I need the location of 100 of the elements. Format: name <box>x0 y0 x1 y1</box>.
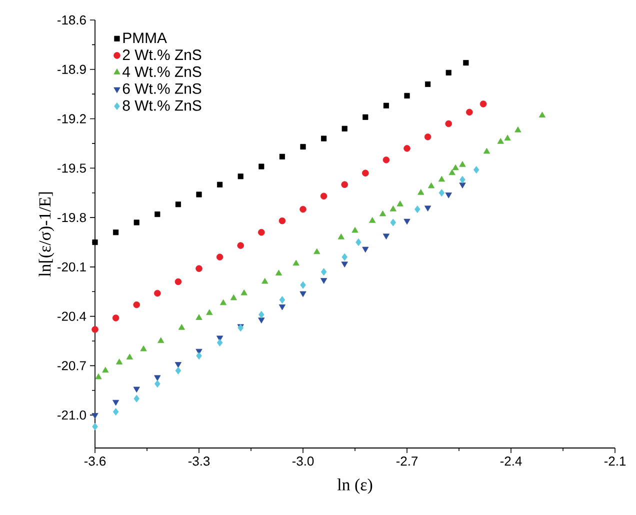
point <box>396 200 404 206</box>
point <box>92 326 98 333</box>
point <box>445 120 452 128</box>
legend-label: PMMA <box>123 32 167 44</box>
point <box>258 228 265 236</box>
y-tick-label: -18.6 <box>58 15 86 25</box>
point <box>112 408 119 416</box>
point <box>238 174 244 180</box>
y-axis-title: ln[(ε/σ)-1/E] <box>38 192 54 277</box>
point <box>390 218 396 226</box>
point <box>414 206 420 214</box>
point <box>514 126 522 132</box>
point <box>262 278 268 284</box>
legend-label: 6 Wt.% ZnS <box>122 83 202 94</box>
point <box>452 164 459 170</box>
point <box>497 138 504 144</box>
y-tick-label: -20.4 <box>58 312 86 321</box>
point <box>275 270 282 276</box>
point <box>382 156 390 164</box>
point <box>174 278 182 286</box>
point <box>237 242 244 249</box>
legend-label: 2 Wt.% ZnS <box>122 50 202 60</box>
point <box>448 169 456 176</box>
point <box>390 206 396 212</box>
point <box>362 114 368 120</box>
point <box>258 310 264 318</box>
point <box>383 102 389 108</box>
point <box>338 234 344 240</box>
point <box>438 176 445 182</box>
point <box>174 362 182 368</box>
point <box>258 164 264 170</box>
point <box>459 182 466 188</box>
y-tick-label: -21.0 <box>58 410 86 420</box>
x-tick-label: -2.7 <box>396 456 418 466</box>
point <box>404 145 410 152</box>
point <box>154 375 161 381</box>
point <box>300 281 306 289</box>
point <box>480 100 487 108</box>
point <box>538 112 546 118</box>
legend-label: 8 Wt.% ZnS <box>122 100 202 111</box>
point <box>483 148 490 154</box>
point <box>369 217 376 223</box>
point <box>362 170 369 176</box>
y-tick-label: -19.2 <box>58 114 86 124</box>
point <box>466 108 473 116</box>
point <box>473 166 480 174</box>
point <box>379 210 386 216</box>
point <box>206 309 213 316</box>
x-tick-label: -2.1 <box>604 456 626 466</box>
point <box>134 394 140 402</box>
legend-label: 4 Wt.% ZnS <box>122 66 202 77</box>
point <box>504 134 511 141</box>
y-tick-label: -19.5 <box>58 164 86 173</box>
point <box>102 366 109 373</box>
y-tick-label: -18.9 <box>58 64 86 74</box>
point <box>154 211 160 218</box>
point <box>175 366 182 374</box>
y-tick-label: -20.7 <box>58 361 86 370</box>
point <box>320 192 328 200</box>
point <box>341 262 348 268</box>
point <box>92 239 98 246</box>
point <box>158 337 164 343</box>
point <box>460 176 466 184</box>
point <box>216 254 224 260</box>
x-tick-label: -3.0 <box>292 456 314 466</box>
point <box>279 296 286 304</box>
point <box>112 400 120 406</box>
point <box>446 70 452 76</box>
point <box>438 189 445 197</box>
point <box>418 189 424 195</box>
point <box>300 206 306 213</box>
point <box>112 314 120 322</box>
point <box>140 345 147 352</box>
point <box>92 413 98 419</box>
point <box>196 265 202 272</box>
x-tick-label: -3.6 <box>84 456 106 466</box>
point <box>134 220 140 226</box>
point <box>196 314 202 320</box>
point <box>463 60 469 66</box>
x-tick-label: -3.3 <box>188 456 210 466</box>
point <box>278 304 286 310</box>
point <box>216 338 223 346</box>
point <box>445 192 452 198</box>
point <box>196 352 202 360</box>
point <box>92 422 98 430</box>
point <box>459 161 466 167</box>
point <box>321 136 327 142</box>
point <box>300 144 306 150</box>
point <box>362 246 369 253</box>
point <box>175 202 181 208</box>
point <box>240 289 248 296</box>
point <box>220 299 227 306</box>
y-tick-label: -20.1 <box>58 262 86 272</box>
point <box>230 294 237 300</box>
x-tick-label: -2.4 <box>500 456 522 466</box>
point <box>279 154 285 160</box>
point <box>342 253 348 261</box>
point <box>217 182 223 188</box>
point <box>424 133 432 140</box>
point <box>428 182 435 188</box>
